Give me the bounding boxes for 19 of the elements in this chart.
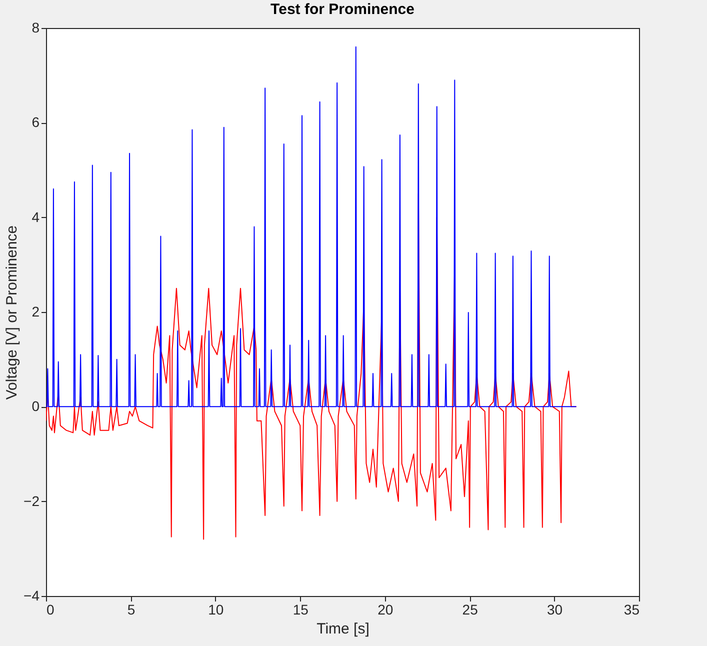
x-tick-label: 30 (546, 602, 563, 618)
line-series (46, 46, 577, 408)
x-axis-title: Time [s] (316, 620, 370, 638)
y-tick-label: 4 (32, 208, 40, 225)
x-tick-label: 35 (624, 602, 640, 618)
y-tick-label: 0 (32, 398, 40, 414)
y-tick-label: 8 (32, 20, 40, 36)
x-tick-label: 10 (208, 602, 224, 618)
y-tick-label: −4 (24, 588, 40, 604)
chart-title: Test for Prominence (270, 1, 414, 18)
y-tick-label: 2 (32, 304, 40, 320)
x-tick-label: 20 (378, 602, 394, 618)
x-tick-label: 0 (46, 602, 54, 618)
x-tick-label: 15 (292, 602, 309, 618)
y-axis-title: Voltage [V] or Prominence (4, 225, 21, 400)
x-tick-label: 5 (127, 602, 136, 618)
y-tick-label: 6 (32, 114, 40, 130)
y-tick-label: −2 (24, 492, 40, 509)
x-tick-label: 25 (462, 602, 478, 618)
